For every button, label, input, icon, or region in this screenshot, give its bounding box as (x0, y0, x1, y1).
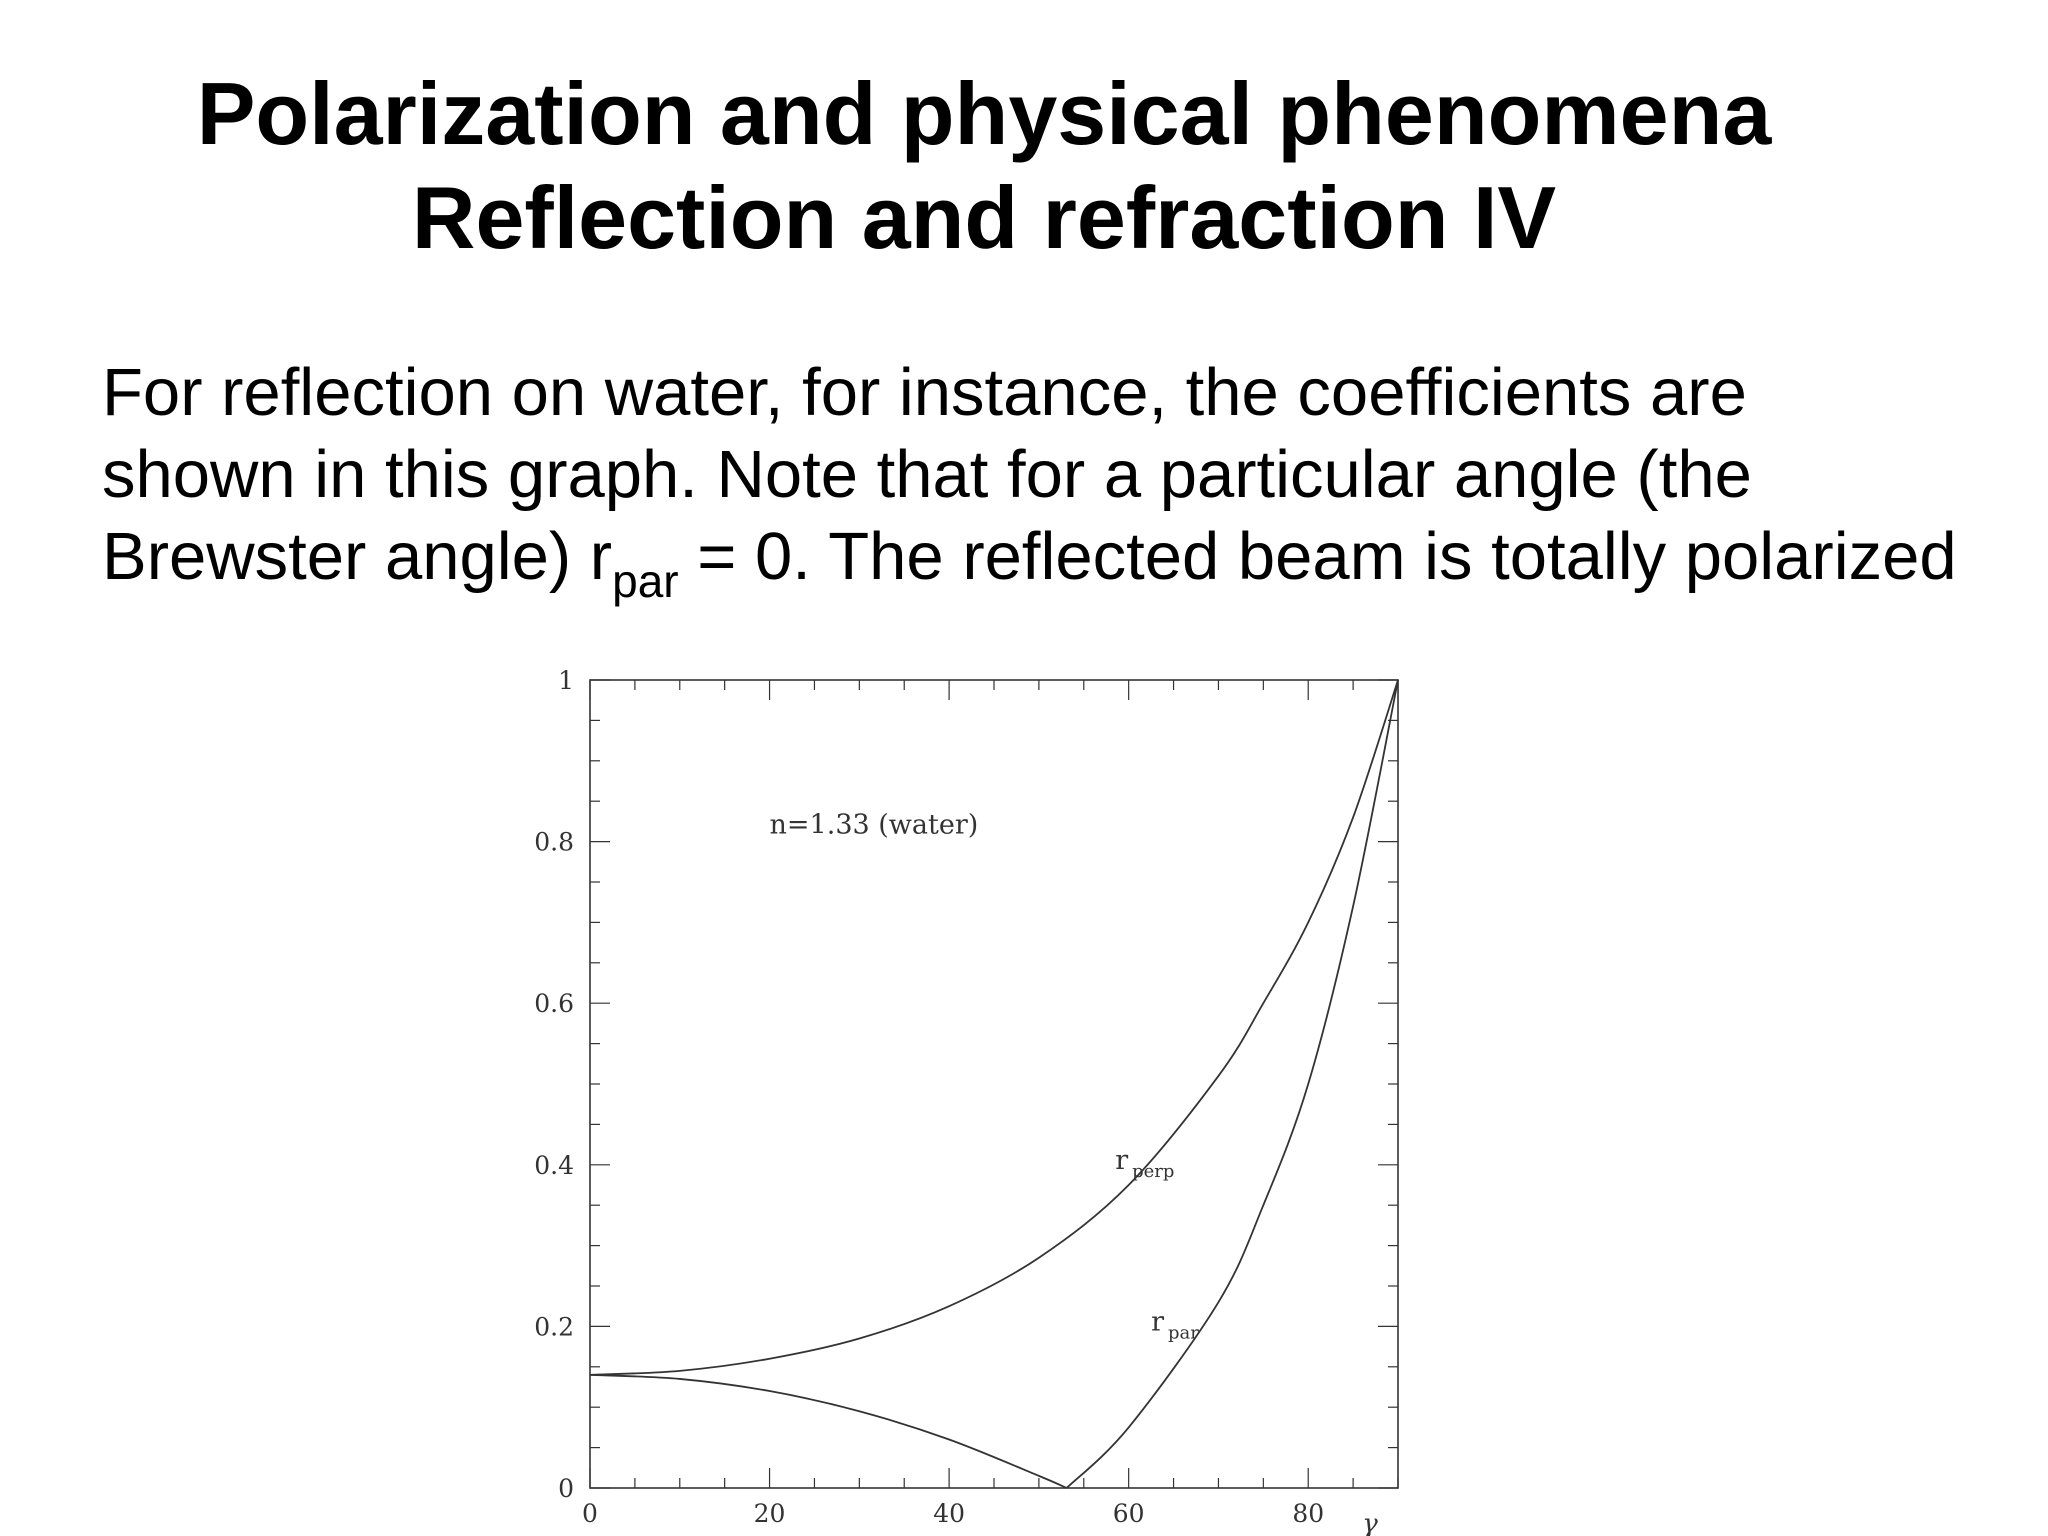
slide-title-line-2: Reflection and refraction IV (411, 168, 1557, 267)
series-label-r_par: r par (1151, 1306, 1199, 1343)
slide-body-text: For reflection on water, for instance, t… (102, 352, 2042, 604)
x-tick-label: 40 (933, 1499, 965, 1528)
y-tick-label: 1 (558, 666, 574, 695)
series-line-r_par (589, 679, 1399, 1489)
x-tick-label: 20 (754, 1499, 786, 1528)
x-tick-label: 60 (1113, 1499, 1145, 1528)
body-line-3: Brewster angle) rpar = 0. The reflected … (102, 516, 2042, 604)
body-line-1: For reflection on water, for instance, t… (102, 355, 1747, 430)
chart-annotation: n=1.33 (water) (770, 810, 979, 841)
series-label-sub-r_perp: perp (1132, 1161, 1174, 1182)
y-tick-label: 0.8 (534, 828, 574, 857)
series-line-r_perp (589, 679, 1399, 1376)
slide-title: Polarization and physical phenomena Refl… (0, 62, 1968, 270)
x-axis-label: γ (1362, 1509, 1378, 1536)
body-line-2: shown in this graph. Note that for a par… (102, 437, 1752, 512)
y-tick-label: 0.2 (534, 1312, 574, 1341)
body-line-3-start: Brewster angle) r (102, 519, 613, 594)
series-label-sub-r_par: par (1168, 1322, 1199, 1343)
slide-title-line-1: Polarization and physical phenomena (196, 64, 1772, 163)
series-label-r_perp: r perp (1115, 1145, 1174, 1182)
y-tick-label: 0.4 (534, 1151, 574, 1180)
y-tick-label: 0.6 (534, 989, 574, 1018)
y-tick-label: 0 (558, 1474, 574, 1503)
body-line-3-end: = 0. The reflected beam is totally polar… (678, 519, 1957, 594)
x-tick-label: 80 (1292, 1499, 1324, 1528)
x-tick-label: 0 (582, 1499, 598, 1528)
reflection-coefficient-chart: 0 20 40 60 80 γ 0 0.2 0.4 0.6 0.8 1 n=1.33 (water) r p… (534, 666, 1399, 1536)
body-line-3-subscript: par (612, 555, 679, 607)
